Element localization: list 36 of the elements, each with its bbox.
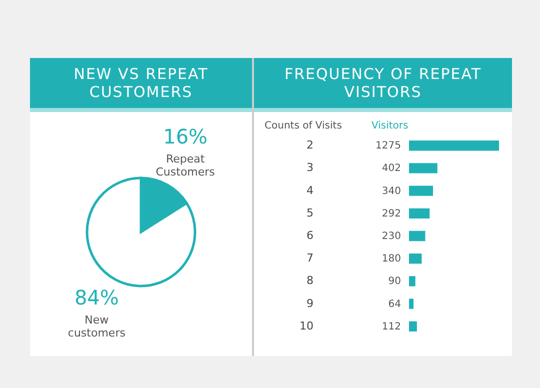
x-axis-title: Visitors [372,120,408,132]
bar [409,186,433,196]
chart-title: FREQUENCY OF REPEAT VISITORS [254,58,512,112]
bar [409,298,414,309]
data-label: 90 [388,276,401,288]
data-label: 180 [382,254,401,265]
pie-slice [86,176,196,288]
bar [409,208,430,218]
data-label: 340 [382,186,401,197]
y-tick-label: 9 [306,296,314,310]
bar [409,230,426,242]
data-label: 84% [74,286,119,310]
bar [409,276,416,286]
data-label: 292 [382,208,401,220]
data-label: 230 [382,231,401,242]
bar [409,321,417,332]
y-tick-label: 5 [306,206,314,220]
data-label: 112 [382,321,401,332]
bar [409,254,422,264]
y-tick-label: 3 [306,161,314,174]
y-tick-label: 4 [306,184,314,197]
chart-title: NEW VS REPEAT CUSTOMERS [30,58,252,112]
slice-label: New customers [68,314,126,340]
bar [409,163,438,174]
data-label: 402 [382,163,401,174]
y-tick-label: 2 [306,138,314,152]
data-label: 64 [388,298,401,310]
slice-label: Repeat Customers [156,152,216,178]
data-label: 16% [163,124,208,148]
y-tick-label: 10 [300,319,314,332]
y-tick-label: 8 [306,274,314,288]
y-axis-title: Counts of Visits [264,120,342,132]
data-label: 1275 [376,140,401,152]
y-tick-label: 7 [306,252,314,265]
y-tick-label: 6 [306,229,314,242]
bar [409,140,499,151]
